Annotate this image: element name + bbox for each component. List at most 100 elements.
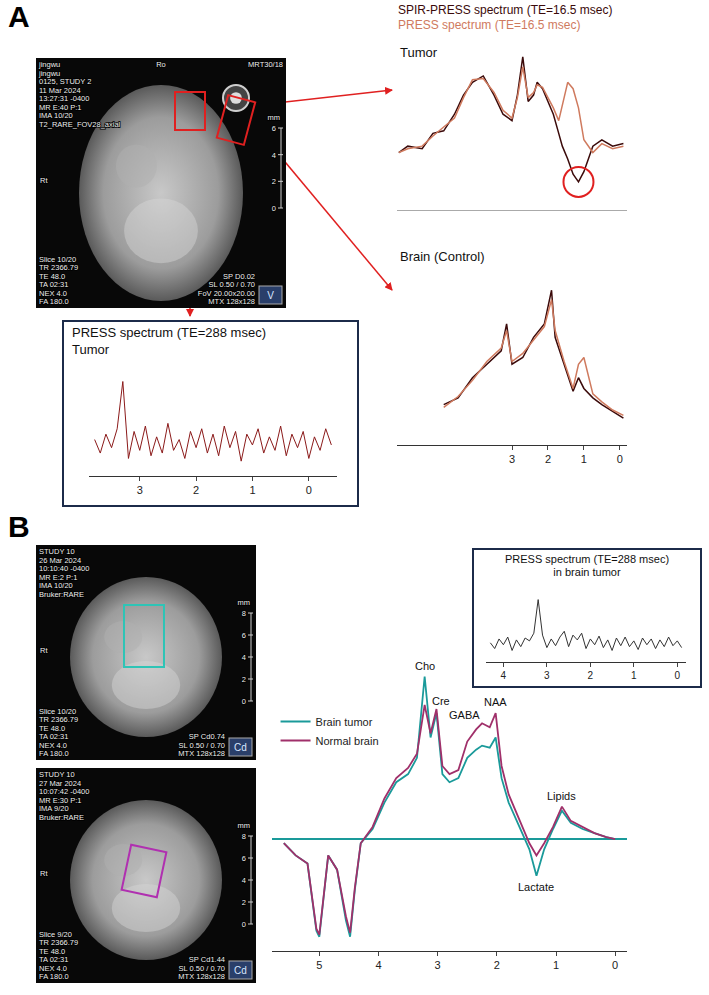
svg-text:mm: mm: [238, 821, 251, 830]
svg-text:26 Mar 2024: 26 Mar 2024: [39, 555, 82, 565]
svg-text:6: 6: [242, 854, 246, 863]
svg-text:3: 3: [435, 959, 441, 971]
html-text:Tumor: Tumor: [72, 342, 110, 357]
html-text:PRESS spectrum (TE=288 msec) i: PRESS spectrum (TE=288 msec) in brain tu…: [504, 553, 670, 579]
svg-text:Cd: Cd: [234, 742, 247, 753]
svg-text:Bruker:RARE: Bruker:RARE: [39, 590, 84, 599]
svg-text:Cd: Cd: [234, 965, 247, 976]
svg-text:NAA: NAA: [484, 696, 507, 708]
svg-text:Normal brain: Normal brain: [316, 735, 379, 747]
svg-text:MTX 128x128: MTX 128x128: [178, 972, 225, 981]
svg-text:Ro: Ro: [156, 60, 166, 69]
svg-text:SL 0.50 / 0.70: SL 0.50 / 0.70: [178, 963, 225, 973]
svg-text:Lipids: Lipids: [547, 790, 576, 802]
svg-text:Brain tumor: Brain tumor: [316, 716, 373, 728]
svg-text:Rt: Rt: [40, 869, 48, 878]
html-text:B: B: [8, 510, 30, 543]
svg-text:SL 0.50 / 0.70: SL 0.50 / 0.70: [208, 280, 255, 289]
svg-text:TA 02:31: TA 02:31: [39, 280, 69, 289]
svg-text:3: 3: [544, 670, 550, 681]
svg-text:4: 4: [501, 670, 507, 681]
svg-text:T2_RARE_FOV28_axial: T2_RARE_FOV28_axial: [39, 120, 121, 129]
svg-text:27 Mar 2024: 27 Mar 2024: [39, 778, 82, 788]
svg-text:8: 8: [242, 609, 246, 618]
svg-text:FA 180.0: FA 180.0: [39, 972, 69, 981]
svg-text:0: 0: [617, 453, 623, 465]
svg-text:0: 0: [242, 697, 246, 706]
svg-text:mm: mm: [238, 598, 251, 607]
svg-text:4: 4: [375, 959, 381, 971]
svg-text:0125, STUDY 2: 0125, STUDY 2: [39, 77, 92, 86]
svg-text:Slice 10/20: Slice 10/20: [39, 706, 77, 716]
svg-text:11 Mar 2024: 11 Mar 2024: [39, 85, 81, 95]
svg-text:2: 2: [272, 177, 276, 186]
svg-text:Cho: Cho: [415, 660, 435, 672]
svg-text:MR E:30 P:1: MR E:30 P:1: [39, 795, 82, 805]
svg-text:MR E:2 P:1: MR E:2 P:1: [39, 572, 78, 582]
html-text:Brain (Control): Brain (Control): [400, 249, 485, 264]
svg-text:Slice 9/20: Slice 9/20: [39, 929, 72, 939]
svg-text:3: 3: [137, 484, 143, 496]
html-text:PRESS spectrum (TE=16.5 msec): PRESS spectrum (TE=16.5 msec): [398, 18, 581, 32]
svg-text:SL 0.50 / 0.70: SL 0.50 / 0.70: [178, 740, 225, 750]
svg-text:Lactate: Lactate: [518, 881, 554, 893]
svg-text:0: 0: [675, 670, 681, 681]
svg-text:10:10:40 -0400: 10:10:40 -0400: [39, 564, 90, 573]
svg-text:NEX 4.0: NEX 4.0: [39, 740, 67, 750]
svg-text:1: 1: [553, 959, 559, 971]
svg-text:STUDY 10: STUDY 10: [39, 547, 75, 556]
svg-text:0: 0: [612, 959, 618, 971]
svg-text:6: 6: [242, 631, 246, 640]
svg-text:Slice 10/20: Slice 10/20: [39, 254, 77, 264]
svg-text:2: 2: [193, 484, 199, 496]
svg-text:MR E:40 P:1: MR E:40 P:1: [39, 102, 82, 112]
svg-text:mm: mm: [268, 113, 281, 122]
svg-text:1: 1: [249, 484, 255, 496]
svg-text:TE 48.0: TE 48.0: [39, 946, 66, 956]
svg-text:1: 1: [581, 453, 587, 465]
svg-text:SP D0.02: SP D0.02: [223, 271, 255, 281]
svg-text:0: 0: [242, 920, 246, 929]
svg-text:2: 2: [588, 670, 594, 681]
svg-text:Rt: Rt: [40, 176, 48, 185]
svg-text:4: 4: [242, 653, 246, 662]
svg-text:0: 0: [272, 204, 276, 213]
svg-text:IMA 10/20: IMA 10/20: [39, 581, 73, 590]
svg-text:Rt: Rt: [40, 646, 48, 655]
svg-text:2: 2: [545, 453, 551, 465]
svg-text:4: 4: [272, 151, 276, 160]
svg-text:jingwu: jingwu: [39, 68, 61, 78]
svg-text:GABA: GABA: [449, 709, 480, 721]
html-text:Tumor: Tumor: [400, 45, 438, 60]
svg-text:FoV 20.00x20.00: FoV 20.00x20.00: [197, 288, 255, 298]
svg-text:4: 4: [242, 876, 246, 885]
svg-text:8: 8: [242, 832, 246, 841]
svg-text:13:27:31 -0400: 13:27:31 -0400: [39, 94, 90, 103]
svg-text:MRT30/18: MRT30/18: [248, 60, 283, 69]
svg-text:NEX 4.0: NEX 4.0: [39, 963, 67, 973]
svg-text:0: 0: [306, 484, 312, 496]
svg-text:FA 180.0: FA 180.0: [39, 749, 69, 758]
svg-text:MTX 128x128: MTX 128x128: [208, 297, 255, 306]
svg-text:IMA 10/20: IMA 10/20: [39, 111, 73, 120]
html-text:SPIR-PRESS spectrum (TE=16.5 m: SPIR-PRESS spectrum (TE=16.5 msec): [398, 3, 613, 17]
svg-text:V: V: [267, 290, 274, 301]
svg-text:MTX 128x128: MTX 128x128: [178, 749, 225, 758]
svg-text:Cre: Cre: [432, 695, 450, 707]
svg-text:TR 2366.79: TR 2366.79: [39, 263, 79, 272]
svg-text:TE 48.0: TE 48.0: [39, 723, 66, 733]
svg-text:NEX 4.0: NEX 4.0: [39, 288, 67, 298]
svg-text:6: 6: [272, 124, 276, 133]
svg-text:1: 1: [631, 670, 637, 681]
svg-text:5: 5: [316, 959, 322, 971]
svg-text:3: 3: [509, 453, 515, 465]
svg-text:2: 2: [494, 959, 500, 971]
svg-text:2: 2: [242, 898, 246, 907]
svg-text:TE 48.0: TE 48.0: [39, 271, 66, 281]
svg-text:Bruker:RARE: Bruker:RARE: [39, 813, 84, 822]
html-text:PRESS spectrum (TE=288 msec): PRESS spectrum (TE=288 msec): [72, 325, 266, 340]
svg-text:jingwu: jingwu: [39, 60, 61, 69]
svg-text:FA 180.0: FA 180.0: [39, 297, 69, 306]
html-text:A: A: [8, 0, 30, 33]
svg-text:2: 2: [242, 675, 246, 684]
